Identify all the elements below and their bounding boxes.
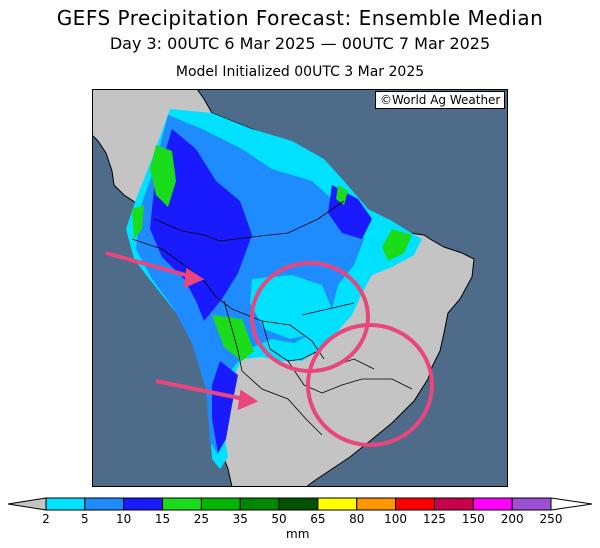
highlight-circle-2 (306, 323, 434, 447)
legend-tick-label: 250 (539, 512, 563, 526)
legend-swatch (239, 497, 280, 511)
legend-swatch (472, 497, 513, 511)
legend-tick-label: 50 (271, 512, 287, 526)
legend-swatch (356, 497, 397, 511)
legend-swatch (511, 497, 552, 511)
legend-swatch (162, 497, 202, 511)
precipitation-map (92, 89, 508, 487)
arrow-2-head (237, 389, 259, 411)
arrow-2 (155, 379, 255, 403)
legend-swatch (433, 497, 474, 511)
legend-below-arrow (7, 497, 47, 511)
legend-swatch (123, 497, 164, 511)
chart-title: GEFS Precipitation Forecast: Ensemble Me… (56, 6, 544, 30)
legend-tick-label: 25 (193, 512, 210, 526)
legend-tick-label: 2 (42, 512, 50, 526)
legend-colorbar (7, 497, 593, 511)
legend-tick-label: 15 (154, 512, 171, 526)
annotations (105, 251, 434, 447)
arrow-1-head (183, 267, 205, 289)
model-init-time: Model Initialized 00UTC 3 Mar 2025 (175, 64, 425, 80)
legend-tick-label: 65 (310, 512, 326, 526)
legend-tick-label: 80 (349, 512, 365, 526)
legend-tick-label: 125 (423, 512, 446, 526)
legend-swatch (317, 497, 358, 511)
arrow-1 (105, 251, 201, 281)
legend-tick-label: 200 (500, 512, 524, 526)
legend-tick-label: 5 (81, 512, 89, 526)
legend-above-arrow (550, 497, 593, 511)
forecast-period: Day 3: 00UTC 6 Mar 2025 — 00UTC 7 Mar 20… (109, 34, 491, 53)
legend-swatch (45, 497, 86, 511)
legend-tick-label: 35 (232, 512, 248, 526)
legend-swatch (278, 497, 319, 511)
legend-swatch (395, 497, 435, 511)
legend-tick-label: 10 (116, 512, 132, 526)
legend-tick-label: 100 (384, 512, 408, 526)
precip-shading (126, 109, 422, 469)
legend-swatch (84, 497, 125, 511)
legend-tick-label: 150 (461, 512, 485, 526)
country-borders (131, 200, 413, 436)
legend-swatch (200, 497, 241, 511)
copyright-label: ©World Ag Weather (375, 91, 506, 109)
legend-unit: mm (286, 527, 310, 541)
